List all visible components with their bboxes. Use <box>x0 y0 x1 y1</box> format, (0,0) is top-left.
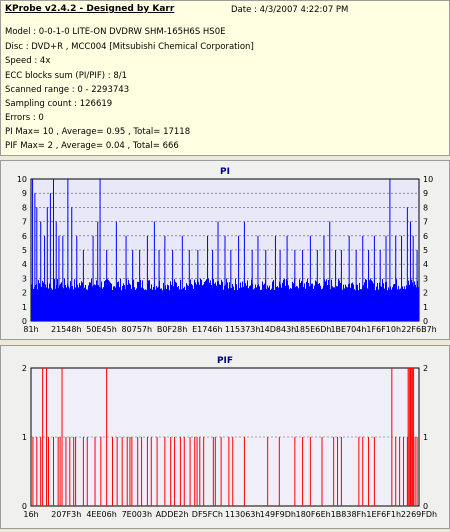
y-tick-label-left: 0 <box>22 317 27 326</box>
x-tick-label: 1B838Fh <box>331 510 367 519</box>
y-tick-label-right: 2 <box>423 289 428 298</box>
y-tick-label-right: 1 <box>423 303 428 312</box>
y-tick-label-right: 5 <box>423 246 428 255</box>
x-tick-label: E1746h <box>192 325 222 334</box>
y-tick-label-left: 6 <box>22 232 27 241</box>
y-tick-label-left: 3 <box>22 274 27 283</box>
y-tick-label-right: 2 <box>423 364 428 373</box>
y-tick-label-right: 7 <box>423 218 428 227</box>
pi-chart-panel: PI 0 0 1 1 2 2 3 3 4 4 5 5 6 6 7 7 8 8 9 9 10 10 81h 21548h 50E45… <box>0 160 450 340</box>
x-tick-label: 207F3h <box>51 510 81 519</box>
pif-chart: PIF 0 0 1 1 2 2 16h 207F3h 4EE06h 7E003h ADDE2h DF5F… <box>22 356 437 519</box>
y-tick-label-right: 3 <box>423 274 428 283</box>
x-tick-label: 180F6Eh <box>296 510 331 519</box>
pif-summary-line: PIF Max= 2 , Average= 0.04 , Total= 666 <box>5 141 179 151</box>
y-tick-label-left: 5 <box>22 246 27 255</box>
x-tick-label: 1BE704h <box>330 325 366 334</box>
x-tick-label: 1EF6F1h <box>366 510 401 519</box>
y-tick-label-left: 2 <box>22 364 27 373</box>
x-tick-label: 22F6B7h <box>401 325 437 334</box>
chart-title: PI <box>220 167 230 177</box>
x-tick-label: 1F6F10h <box>366 325 401 334</box>
pi-summary-line: PI Max= 10 , Average= 0.95 , Total= 1711… <box>5 127 191 137</box>
x-tick-label: 115373h <box>225 325 261 334</box>
x-tick-label: DF5FCh <box>192 510 223 519</box>
y-tick-label-right: 6 <box>423 232 428 241</box>
y-tick-label-right: 9 <box>423 189 428 198</box>
y-tick-label-left: 8 <box>22 203 27 212</box>
y-tick-label-left: 1 <box>22 433 27 442</box>
y-tick-label-right: 10 <box>423 175 433 184</box>
range-line: Scanned range : 0 - 2293743 <box>5 85 130 95</box>
y-tick-label-left: 0 <box>22 502 27 511</box>
y-tick-label-left: 7 <box>22 218 27 227</box>
x-tick-label: ADDE2h <box>156 510 189 519</box>
x-tick-label: 81h <box>23 325 38 334</box>
x-tick-label: 7E003h <box>122 510 152 519</box>
y-tick-label-right: 8 <box>423 203 428 212</box>
speed-line: Speed : 4x <box>5 56 51 66</box>
x-tick-label: 185E6Dh <box>295 325 332 334</box>
chart-title: PIF <box>217 356 233 366</box>
x-tick-label: B0F28h <box>157 325 187 334</box>
pif-chart-panel: PIF 0 0 1 1 2 2 16h 207F3h 4EE06h 7E003h ADDE2h DF5F… <box>0 345 450 529</box>
disc-line: Disc : DVD+R , MCC004 [Mitsubishi Chemic… <box>5 42 254 52</box>
y-tick-label-right: 4 <box>423 260 428 269</box>
y-tick-label-left: 10 <box>17 175 27 184</box>
x-tick-label: 16h <box>23 510 38 519</box>
y-tick-label-right: 0 <box>423 502 428 511</box>
x-tick-label: 149F9Dh <box>260 510 296 519</box>
y-tick-label-right: 0 <box>423 317 428 326</box>
scan-date: Date : 4/3/2007 4:22:07 PM <box>231 5 349 15</box>
model-line: Model : 0-0-1-0 LITE-ON DVDRW SHM-165H6S… <box>5 27 226 37</box>
y-tick-label-left: 9 <box>22 189 27 198</box>
x-tick-label: 4EE06h <box>86 510 116 519</box>
ecc-line: ECC blocks sum (PI/PIF) : 8/1 <box>5 71 128 81</box>
sampling-line: Sampling count : 126619 <box>5 99 113 109</box>
errors-line: Errors : 0 <box>5 113 44 123</box>
x-tick-label: 14D843h <box>260 325 297 334</box>
x-tick-label: 80757h <box>122 325 153 334</box>
y-tick-label-left: 1 <box>22 303 27 312</box>
info-panel: KProbe v2.4.2 - Designed by Karr Date : … <box>0 0 450 156</box>
x-tick-label: 21548h <box>51 325 82 334</box>
y-tick-label-left: 4 <box>22 260 27 269</box>
pi-chart: PI 0 0 1 1 2 2 3 3 4 4 5 5 6 6 7 7 8 8 9 9 10 10 81h 21548h 50E45… <box>17 167 437 334</box>
x-tick-label: 113063h <box>225 510 261 519</box>
y-tick-label-left: 2 <box>22 289 27 298</box>
app-title: KProbe v2.4.2 - Designed by Karr <box>5 4 175 14</box>
y-tick-label-right: 1 <box>423 433 428 442</box>
x-tick-label: 50E45h <box>86 325 116 334</box>
x-tick-label: 2269FDh <box>401 510 437 519</box>
